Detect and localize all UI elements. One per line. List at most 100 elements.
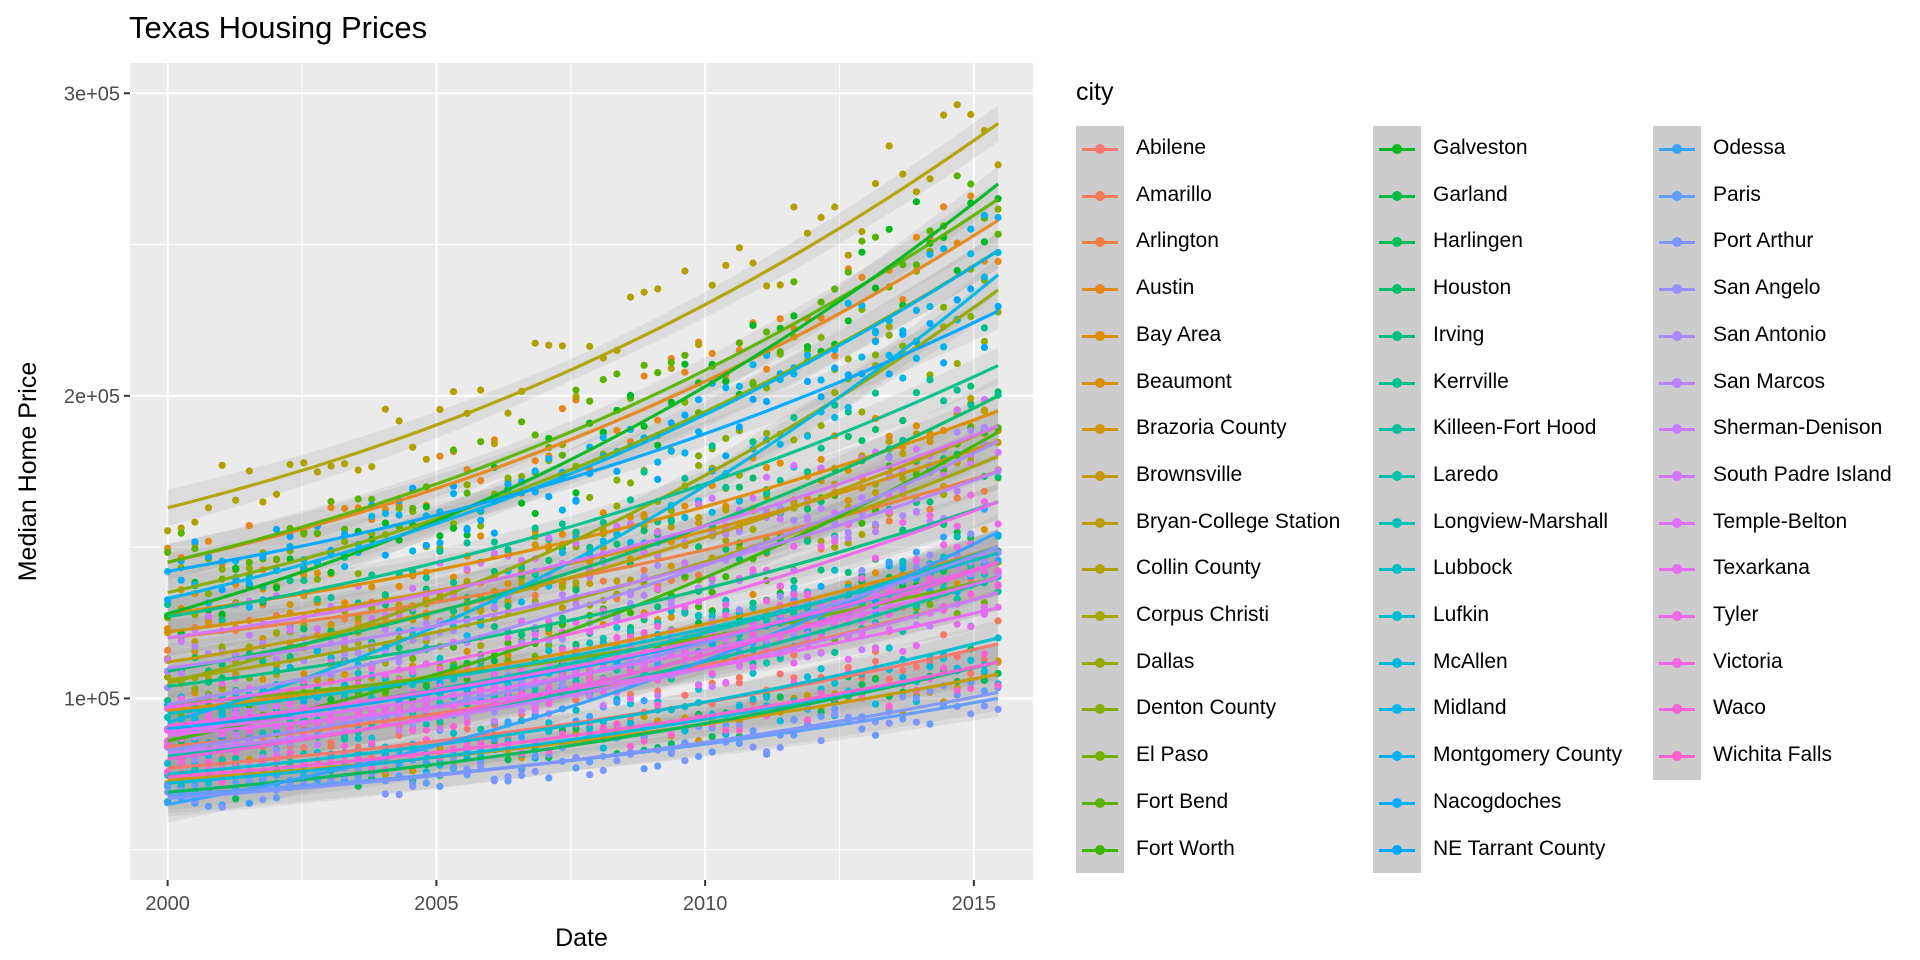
data-point <box>626 479 635 487</box>
data-point <box>763 597 771 605</box>
legend-key <box>1653 219 1701 265</box>
data-point <box>272 555 281 563</box>
data-point <box>708 508 716 516</box>
data-point <box>531 704 539 712</box>
data-point <box>245 467 253 475</box>
data-point <box>640 468 648 476</box>
legend-item: Fort Worth <box>1076 827 1376 873</box>
data-point <box>844 268 852 276</box>
data-point <box>967 401 975 409</box>
data-point <box>817 665 825 673</box>
data-point <box>613 502 621 510</box>
legend-key <box>1076 686 1124 732</box>
data-point <box>844 299 852 307</box>
data-point <box>409 504 417 512</box>
data-point <box>667 730 675 739</box>
data-point <box>531 752 539 760</box>
legend-item: Paris <box>1653 173 1920 219</box>
data-point <box>681 360 689 368</box>
data-point <box>518 707 526 715</box>
data-point <box>803 653 812 661</box>
tick-labels: 2000 2005 2010 2015 1e+05 2e+05 3e+05 <box>64 83 996 915</box>
data-point <box>545 493 553 501</box>
data-point <box>722 601 730 609</box>
confidence-band <box>167 347 999 635</box>
data-point <box>817 582 825 591</box>
legend-label: Temple-Belton <box>1713 509 1848 533</box>
data-point <box>926 498 934 506</box>
smoother-line <box>167 660 999 794</box>
data-point <box>980 487 989 495</box>
data-point <box>545 684 553 692</box>
legend-key-dot <box>1672 564 1682 575</box>
data-point <box>899 170 907 178</box>
data-point <box>803 591 812 600</box>
data-point <box>272 655 281 663</box>
data-point <box>259 675 267 683</box>
data-point <box>218 778 226 786</box>
data-point <box>899 647 907 655</box>
data-point <box>368 495 376 503</box>
data-point <box>749 727 757 735</box>
legend-item: Kerrville <box>1373 360 1673 406</box>
data-point <box>191 685 199 693</box>
data-point <box>817 455 825 464</box>
data-point <box>558 591 567 599</box>
data-point <box>967 670 975 678</box>
data-point <box>272 702 281 710</box>
data-point <box>858 567 866 575</box>
data-point <box>313 468 321 476</box>
legend-key-background <box>1653 126 1701 780</box>
legend-item: Odessa <box>1653 126 1920 172</box>
legend-item: Brownsville <box>1076 453 1376 499</box>
data-point <box>776 515 784 523</box>
legend-label: Lubbock <box>1433 556 1513 580</box>
data-point <box>735 702 744 710</box>
x-tick-label: 2005 <box>414 893 459 915</box>
data-point <box>586 771 594 779</box>
legend-item: Lufkin <box>1373 593 1673 639</box>
y-tick-label: 2e+05 <box>64 386 120 408</box>
data-point <box>368 739 376 747</box>
data-point <box>803 716 812 724</box>
legend-key <box>1653 313 1701 359</box>
legend-key-dot <box>1095 517 1105 528</box>
legend-key-dot <box>1392 611 1402 621</box>
data-point <box>708 349 716 357</box>
data-point <box>722 611 730 619</box>
legend-key-dot <box>1095 237 1105 248</box>
data-point <box>626 293 635 301</box>
data-point <box>871 327 880 335</box>
data-point <box>368 583 376 591</box>
data-point <box>858 530 866 539</box>
data-point <box>831 543 839 551</box>
data-point <box>313 741 321 749</box>
data-point <box>871 731 880 739</box>
data-point <box>953 620 961 628</box>
data-point <box>477 725 485 733</box>
legend-item: San Antonio <box>1653 313 1920 359</box>
legend-key <box>1653 453 1701 499</box>
data-point <box>994 161 1002 169</box>
legend-key <box>1373 266 1421 312</box>
data-point <box>626 742 635 750</box>
legend-title: city <box>1076 78 1114 106</box>
data-point <box>953 533 961 541</box>
data-point <box>967 110 975 119</box>
legend-label: Port Arthur <box>1713 229 1814 253</box>
data-point <box>953 522 961 530</box>
data-point <box>558 604 567 612</box>
legend-item: Victoria <box>1653 640 1920 686</box>
data-point <box>463 481 471 489</box>
data-point <box>844 496 852 504</box>
data-point <box>177 669 185 678</box>
data-point <box>545 534 553 542</box>
data-point <box>531 509 539 518</box>
data-point <box>558 583 567 591</box>
data-point <box>640 628 648 637</box>
legend-label: Collin County <box>1136 556 1261 580</box>
data-point <box>341 563 349 571</box>
data-point <box>790 312 798 320</box>
data-point <box>654 528 662 536</box>
data-point <box>490 538 498 546</box>
